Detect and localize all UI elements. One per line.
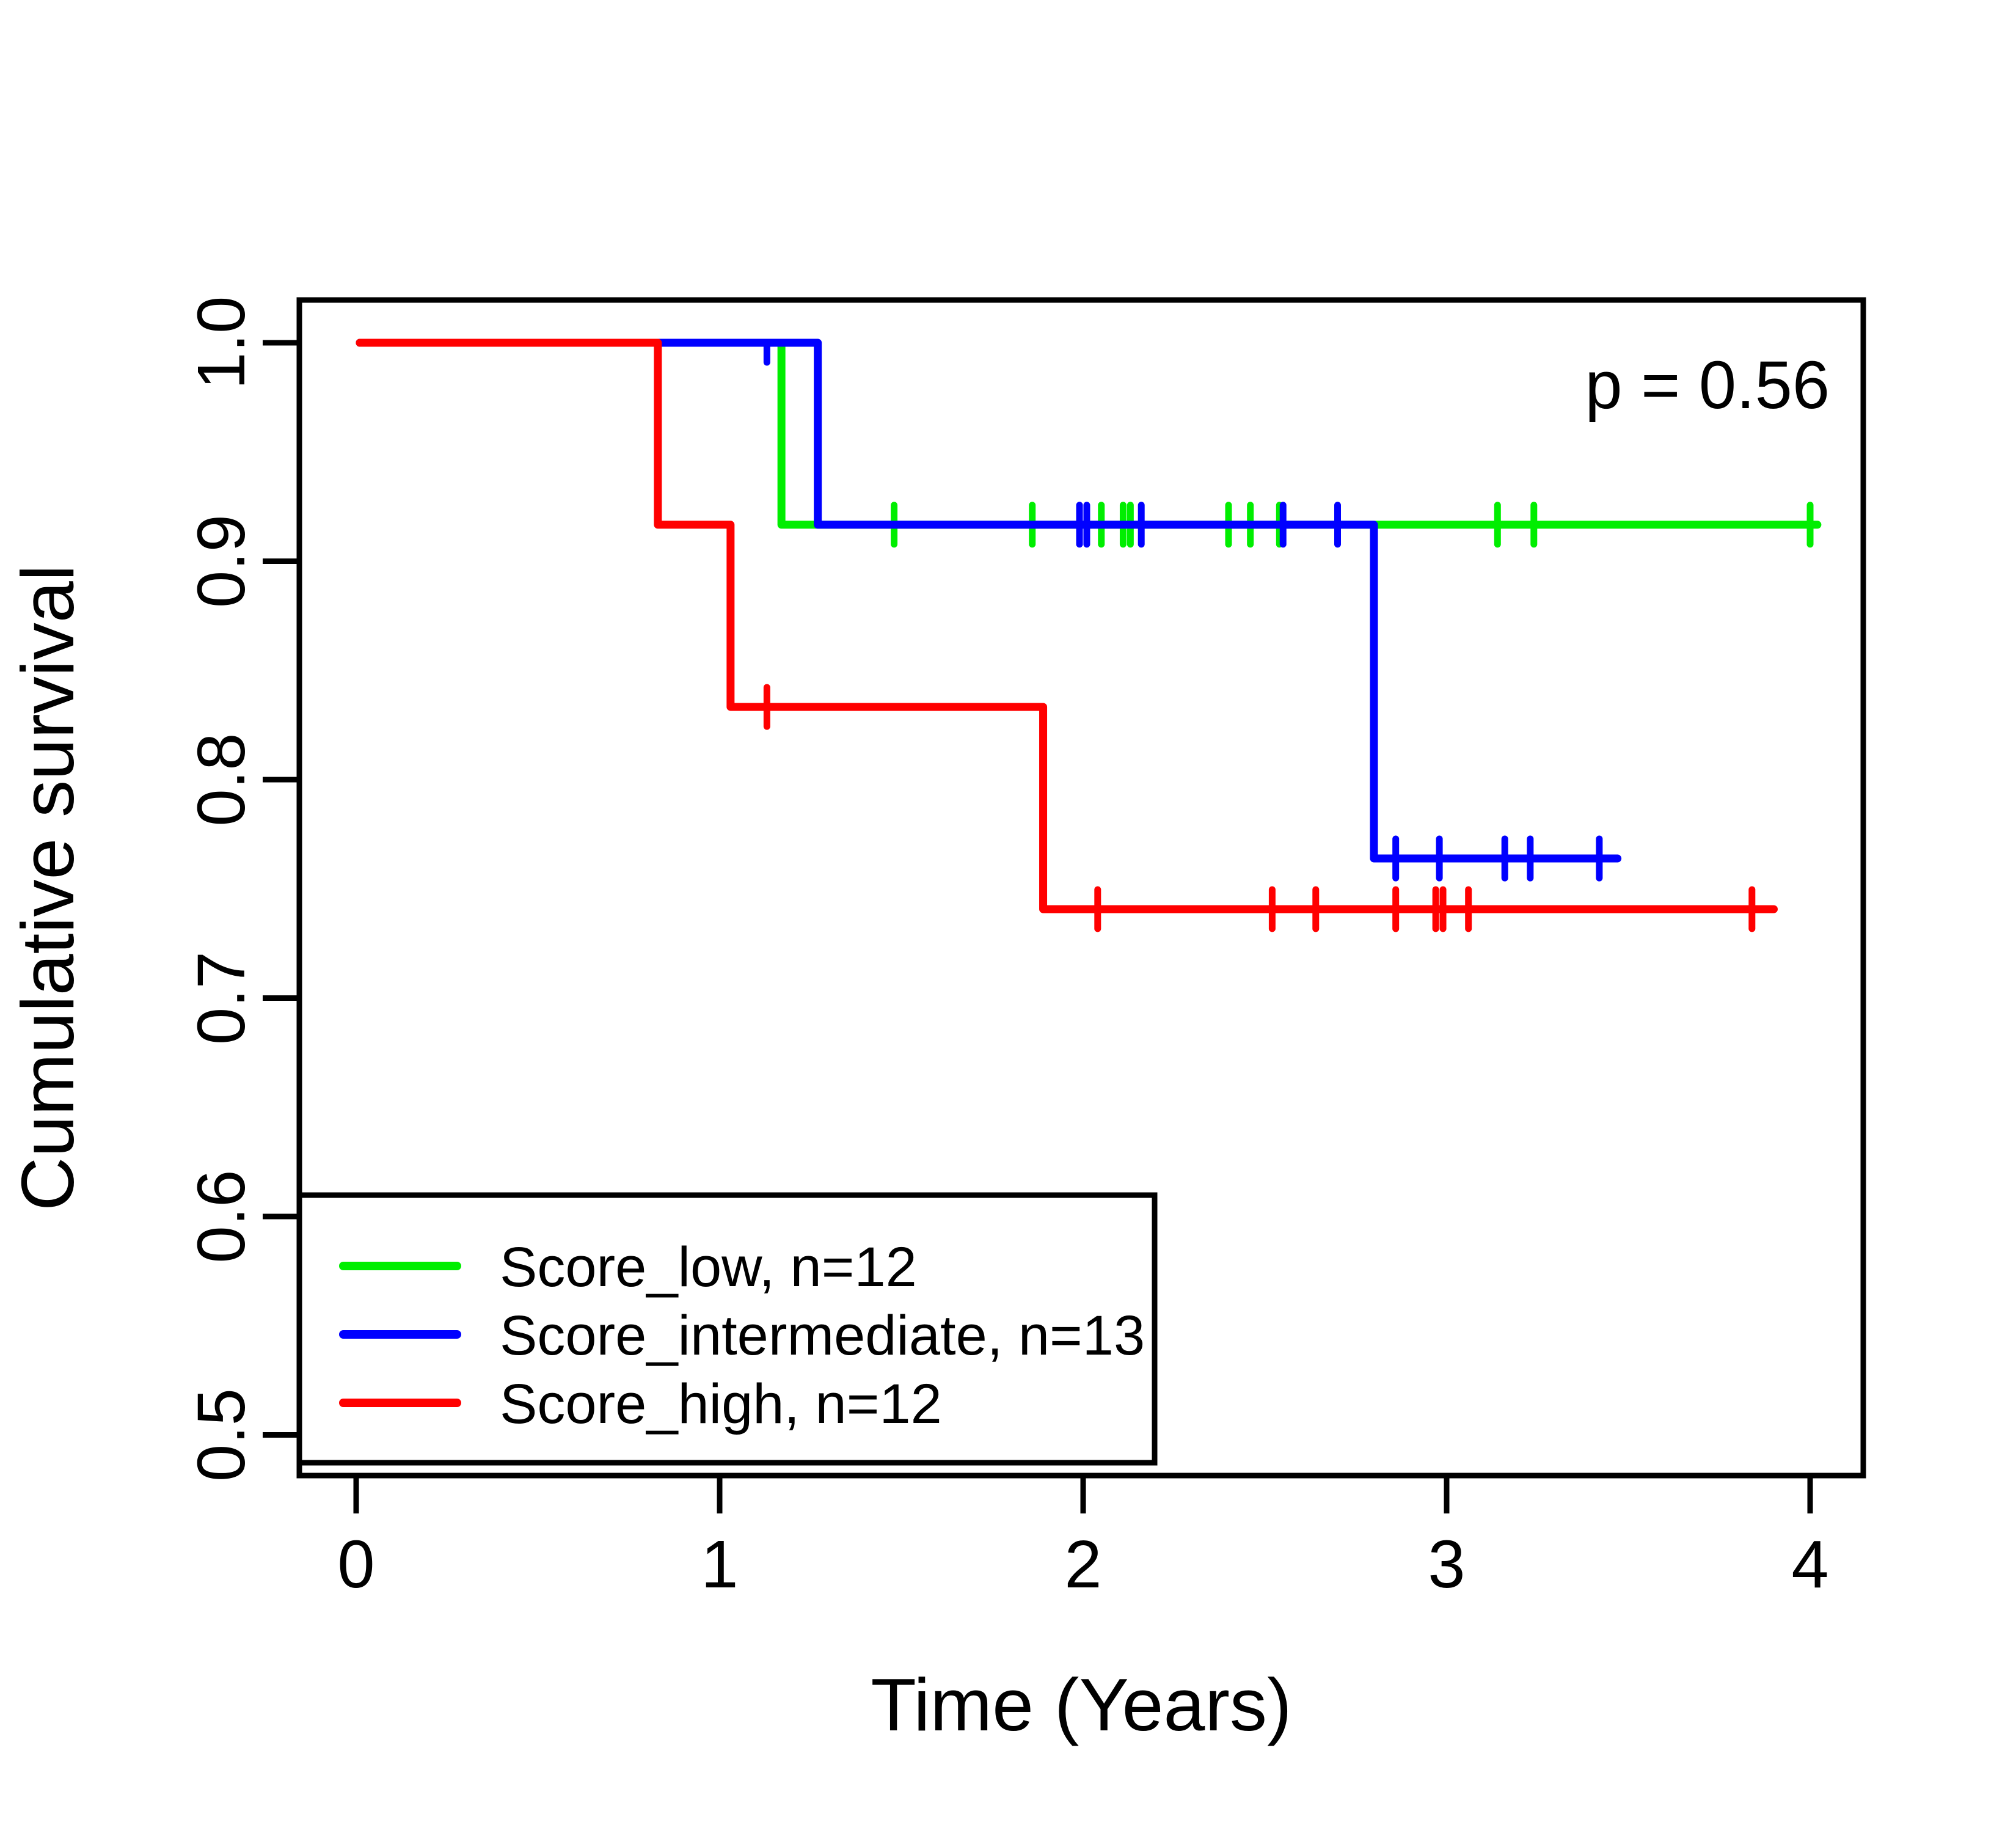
y-tick-label: 0.7 <box>184 951 259 1045</box>
x-axis-title: Time (Years) <box>871 1663 1291 1746</box>
legend-label: Score_low, n=12 <box>500 1236 917 1298</box>
y-tick-label: 0.9 <box>184 514 259 608</box>
y-axis-title: Cumulative survival <box>6 565 89 1211</box>
x-tick-label: 1 <box>701 1527 738 1602</box>
legend-item-score_low: Score_low, n=12 <box>339 1236 917 1298</box>
survival-curve-score_high <box>356 338 1778 913</box>
legend-item-score_intermediate: Score_intermediate, n=13 <box>339 1304 1145 1367</box>
series-score_intermediate <box>356 338 1622 882</box>
x-tick-label: 2 <box>1064 1527 1101 1602</box>
x-tick-label: 4 <box>1791 1527 1828 1602</box>
y-tick-label: 0.5 <box>184 1388 259 1482</box>
legend-item-score_high: Score_high, n=12 <box>339 1373 942 1435</box>
y-tick-label: 0.8 <box>184 733 259 827</box>
legend-label: Score_high, n=12 <box>500 1373 942 1435</box>
legend-box <box>296 1192 1158 1466</box>
y-tick-label: 1.0 <box>184 296 259 390</box>
y-axis: 1.0 0.9 0.8 0.7 0.6 0.5 <box>184 296 299 1482</box>
x-tick-label: 0 <box>337 1527 374 1602</box>
x-axis: 0 1 2 3 4 <box>337 1476 1829 1602</box>
series-score_high <box>356 338 1778 932</box>
survival-curves <box>356 338 1822 932</box>
y-tick-label: 0.6 <box>184 1170 259 1264</box>
survival-curve-score_intermediate <box>356 338 1622 863</box>
p-value-label: p = 0.56 <box>1585 348 1830 423</box>
x-tick-label: 3 <box>1428 1527 1465 1602</box>
legend-label: Score_intermediate, n=13 <box>500 1304 1145 1367</box>
